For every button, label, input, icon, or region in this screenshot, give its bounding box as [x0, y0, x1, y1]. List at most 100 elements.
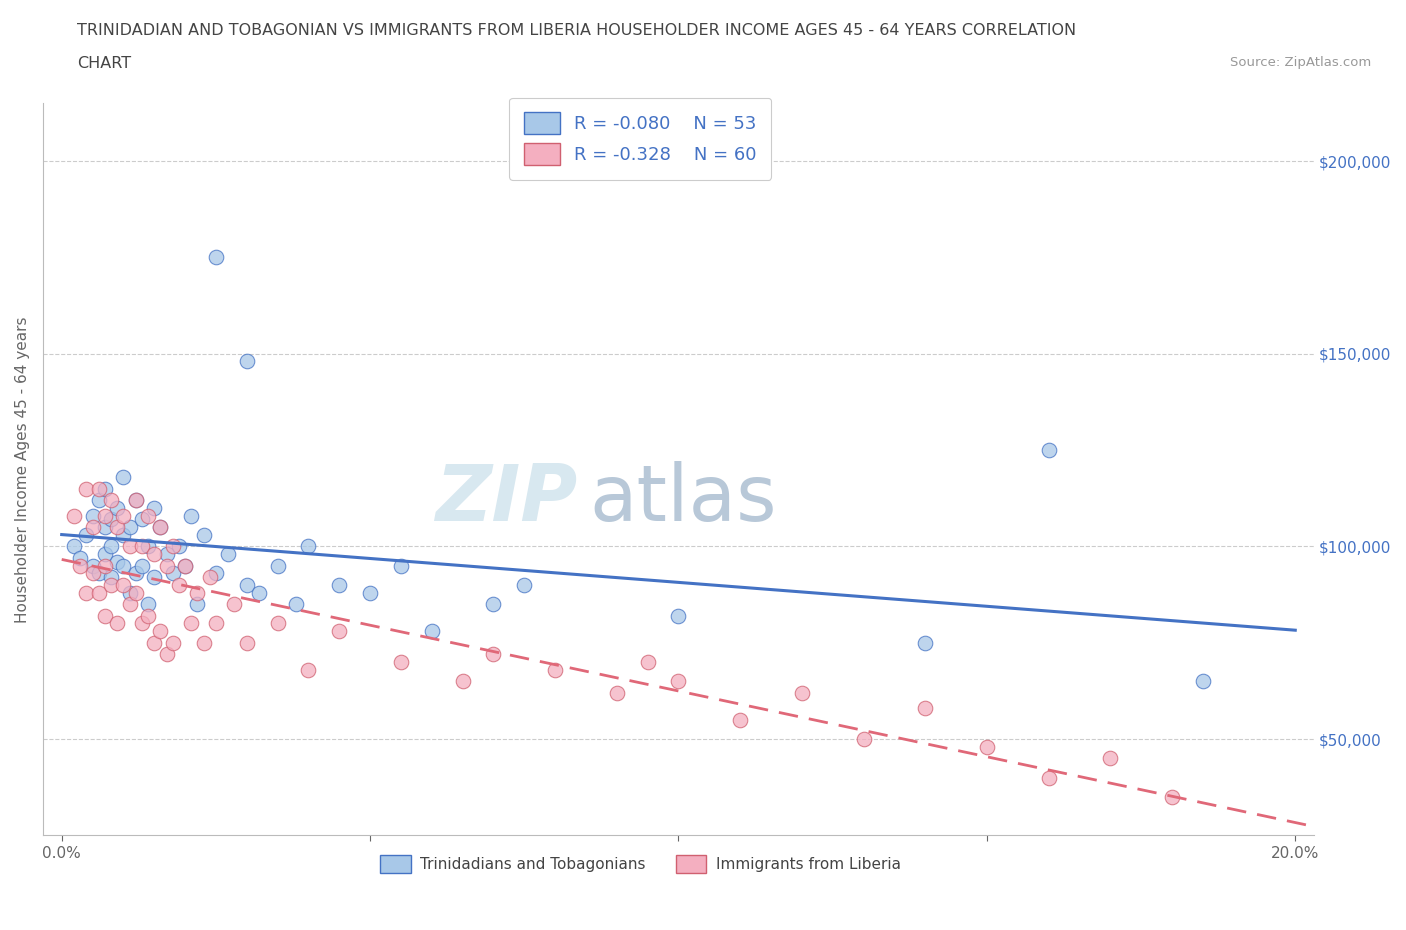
Point: [668, 673, 690, 688]
Point: [637, 655, 659, 670]
Point: [94, 520, 117, 535]
Point: [1099, 751, 1122, 765]
Point: [82, 520, 104, 535]
Point: [193, 635, 215, 650]
Point: [105, 554, 128, 569]
Point: [131, 558, 153, 573]
Point: [149, 624, 172, 639]
Point: [186, 585, 208, 600]
Text: CHART: CHART: [77, 56, 131, 71]
Point: [112, 558, 135, 573]
Point: [105, 616, 128, 631]
Point: [136, 539, 159, 554]
Point: [94, 508, 117, 523]
Point: [247, 585, 270, 600]
Point: [100, 570, 122, 585]
Point: [69, 551, 91, 565]
Point: [205, 250, 228, 265]
Point: [63, 508, 86, 523]
Point: [112, 527, 135, 542]
Point: [100, 578, 122, 592]
Point: [82, 558, 104, 573]
Point: [167, 578, 190, 592]
Point: [125, 493, 148, 508]
Point: [235, 635, 257, 650]
Point: [217, 547, 239, 562]
Point: [136, 508, 159, 523]
Point: [1161, 790, 1184, 804]
Point: [94, 608, 117, 623]
Point: [359, 585, 381, 600]
Text: TRINIDADIAN AND TOBAGONIAN VS IMMIGRANTS FROM LIBERIA HOUSEHOLDER INCOME AGES 45: TRINIDADIAN AND TOBAGONIAN VS IMMIGRANTS…: [77, 23, 1077, 38]
Point: [328, 578, 350, 592]
Point: [149, 520, 172, 535]
Point: [87, 566, 110, 581]
Point: [100, 539, 122, 554]
Point: [914, 635, 936, 650]
Point: [155, 547, 177, 562]
Point: [1038, 770, 1060, 785]
Point: [482, 646, 505, 661]
Point: [198, 570, 221, 585]
Point: [1038, 443, 1060, 458]
Point: [297, 539, 319, 554]
Point: [75, 527, 97, 542]
Point: [513, 578, 536, 592]
Point: [420, 624, 443, 639]
Point: [162, 635, 184, 650]
Point: [100, 512, 122, 527]
Point: [180, 508, 202, 523]
Point: [100, 493, 122, 508]
Point: [112, 578, 135, 592]
Point: [118, 597, 141, 612]
Point: [82, 508, 104, 523]
Point: [136, 608, 159, 623]
Text: atlas: atlas: [589, 460, 778, 537]
Point: [186, 597, 208, 612]
Point: [69, 558, 91, 573]
Point: [162, 566, 184, 581]
Point: [118, 585, 141, 600]
Point: [174, 558, 197, 573]
Text: ZIP: ZIP: [434, 460, 576, 537]
Point: [606, 685, 628, 700]
Point: [105, 520, 128, 535]
Point: [728, 712, 751, 727]
Point: [193, 527, 215, 542]
Point: [131, 539, 153, 554]
Point: [235, 354, 257, 369]
Point: [143, 635, 166, 650]
Point: [75, 585, 97, 600]
Legend: Trinidadians and Tobagonians, Immigrants from Liberia: Trinidadians and Tobagonians, Immigrants…: [374, 849, 907, 879]
Point: [118, 539, 141, 554]
Point: [112, 470, 135, 485]
Point: [389, 558, 412, 573]
Point: [790, 685, 813, 700]
Point: [94, 547, 117, 562]
Point: [297, 662, 319, 677]
Point: [125, 585, 148, 600]
Point: [266, 616, 288, 631]
Point: [266, 558, 288, 573]
Point: [143, 547, 166, 562]
Point: [162, 539, 184, 554]
Point: [131, 616, 153, 631]
Point: [112, 508, 135, 523]
Point: [94, 558, 117, 573]
Point: [149, 520, 172, 535]
Point: [1191, 673, 1213, 688]
Point: [155, 646, 177, 661]
Point: [87, 585, 110, 600]
Point: [143, 570, 166, 585]
Point: [482, 597, 505, 612]
Point: [118, 520, 141, 535]
Point: [87, 493, 110, 508]
Point: [389, 655, 412, 670]
Point: [976, 739, 998, 754]
Text: Source: ZipAtlas.com: Source: ZipAtlas.com: [1230, 56, 1371, 69]
Point: [125, 493, 148, 508]
Point: [180, 616, 202, 631]
Point: [544, 662, 567, 677]
Point: [914, 700, 936, 715]
Point: [167, 539, 190, 554]
